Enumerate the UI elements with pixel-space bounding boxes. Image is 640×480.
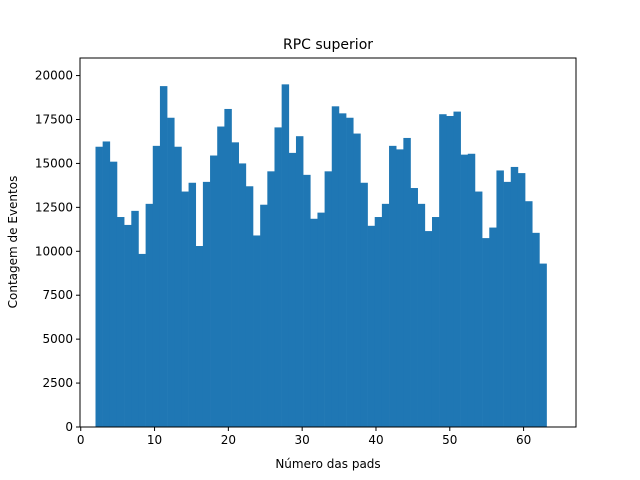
histogram-bar [195, 246, 204, 427]
histogram-bar [181, 191, 189, 427]
histogram-bar [260, 204, 268, 427]
bars-group [95, 84, 547, 428]
x-tick-label: 10 [147, 433, 162, 447]
x-tick-label: 60 [516, 433, 531, 447]
histogram-bar [281, 84, 290, 427]
histogram-bar [145, 203, 154, 427]
histogram-bar [310, 218, 318, 427]
histogram-bar [159, 86, 168, 427]
histogram-bar [131, 210, 139, 427]
histogram-bar [446, 115, 454, 427]
histogram-bar [124, 224, 132, 427]
histogram-bar [338, 113, 347, 427]
histogram-bar [152, 145, 161, 427]
y-tick-label: 15000 [35, 156, 73, 170]
y-tick-label: 7500 [42, 288, 73, 302]
histogram-bar [353, 133, 361, 428]
y-axis-label: Contagem de Eventos [6, 176, 20, 309]
histogram-bar [317, 212, 325, 427]
x-tick-label: 50 [442, 433, 457, 447]
histogram-bar [267, 171, 275, 427]
histogram-bar [381, 203, 390, 427]
histogram-bar [102, 141, 111, 427]
histogram-bar [245, 186, 254, 427]
histogram-bar [324, 171, 333, 427]
histogram-bar [288, 152, 297, 427]
histogram-bar [496, 170, 504, 427]
x-axis-label: Número das pads [275, 457, 380, 471]
histogram-bar [116, 217, 125, 427]
histogram-bar [424, 231, 433, 427]
histogram-bar [439, 114, 447, 427]
y-tick-label: 17500 [35, 113, 73, 127]
y-tick-label: 0 [65, 420, 73, 434]
chart-title: RPC superior [283, 37, 373, 53]
histogram-bar [231, 142, 239, 428]
histogram-bar [510, 166, 519, 427]
histogram-bar [467, 153, 476, 427]
histogram-bar [532, 232, 540, 427]
histogram-bar [539, 263, 547, 427]
histogram-bar [224, 108, 232, 427]
histogram-bar [138, 253, 146, 427]
y-axis-ticks: 0 2500 5000 7500 10000 12500 15000 17500 20000 [35, 69, 80, 434]
y-tick-label: 20000 [35, 69, 73, 83]
histogram-bar [403, 137, 411, 427]
x-axis-ticks: 0 10 20 30 40 50 60 [77, 427, 531, 447]
histogram-bar [95, 146, 103, 427]
y-tick-label: 2500 [42, 376, 73, 390]
histogram-bar [410, 188, 418, 427]
histogram-bar [374, 217, 383, 427]
histogram-bar [346, 117, 354, 427]
histogram-bar [331, 106, 340, 428]
histogram-bar [417, 203, 426, 427]
histogram-bar [174, 146, 182, 427]
histogram-bar [238, 163, 247, 427]
x-tick-label: 40 [368, 433, 383, 447]
histogram-bar [474, 191, 483, 427]
histogram-bar [210, 155, 218, 427]
plot-frame [79, 57, 577, 428]
histogram-bar [431, 217, 440, 427]
x-tick-label: 30 [295, 433, 310, 447]
histogram-bar [460, 154, 469, 427]
histogram-bar [188, 182, 197, 427]
histogram-bar [453, 111, 461, 427]
histogram-bar [503, 181, 512, 427]
histogram-bar [202, 181, 211, 427]
y-tick-label: 12500 [35, 200, 73, 214]
y-tick-label: 5000 [42, 332, 73, 346]
x-tick-label: 20 [221, 433, 236, 447]
histogram-bar [482, 238, 490, 427]
histogram-bar [389, 145, 397, 427]
histogram-bar [396, 149, 404, 427]
histogram-bar [303, 174, 311, 427]
histogram-bar [295, 136, 304, 427]
histogram-bar [525, 201, 533, 427]
histogram-bar [167, 117, 175, 427]
histogram-bar [367, 225, 376, 427]
histogram-bar [517, 173, 526, 427]
x-tick-label: 0 [77, 433, 85, 447]
histogram-bar [360, 182, 368, 427]
histogram-bar [489, 227, 497, 427]
histogram-bar [253, 235, 261, 427]
y-tick-label: 10000 [35, 244, 73, 258]
histogram-bar [217, 126, 225, 428]
histogram-bar [274, 127, 282, 428]
histogram-bar [109, 161, 118, 427]
